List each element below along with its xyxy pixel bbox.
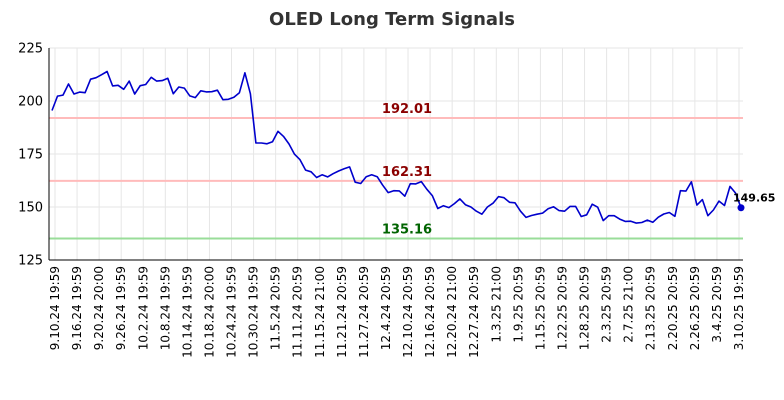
- x-tick-label: 2.26.25 20:59: [688, 266, 702, 350]
- x-tick-label: 12.27.24 20:59: [467, 266, 481, 358]
- chart-title: OLED Long Term Signals: [269, 9, 515, 30]
- x-tick-label: 9.16.24 19:59: [70, 266, 84, 350]
- y-tick-label: 150: [18, 201, 43, 216]
- x-tick-label: 11.27.24 20:59: [357, 266, 371, 358]
- x-tick-label: 1.3.25 21:00: [489, 266, 503, 343]
- x-tick-label: 3.4.25 20:59: [710, 266, 724, 343]
- y-tick-label: 225: [18, 42, 43, 57]
- x-tick-label: 10.30.24 19:59: [247, 266, 261, 358]
- x-tick-label: 9.20.24 20:00: [92, 266, 106, 350]
- y-tick-label: 175: [18, 148, 43, 163]
- x-tick-label: 12.4.24 20:59: [379, 266, 393, 350]
- signal-label: 162.31: [382, 165, 432, 180]
- x-tick-label: 11.21.24 20:59: [335, 266, 349, 358]
- x-tick-label: 10.14.24 19:59: [180, 266, 194, 358]
- x-tick-label: 2.3.25 20:59: [600, 266, 614, 343]
- x-tick-label: 9.10.24 19:59: [48, 266, 62, 350]
- x-tick-label: 9.26.24 19:59: [114, 266, 128, 350]
- last-price-marker: [737, 204, 745, 212]
- x-tick-label: 10.24.24 19:59: [225, 266, 239, 358]
- x-tick-label: 2.7.25 21:00: [622, 266, 636, 343]
- x-tick-label: 1.28.25 20:59: [578, 266, 592, 350]
- signal-label: 135.16: [382, 222, 432, 237]
- y-tick-label: 125: [18, 254, 43, 269]
- x-tick-label: 11.11.24 20:59: [291, 266, 305, 358]
- axis-layer: 9.10.24 19:59 9.16.24 19:59 9.20.24 20:00 9…: [18, 42, 746, 358]
- series-layer: [51, 70, 745, 224]
- x-tick-label: 1.15.25 20:59: [533, 266, 547, 350]
- x-tick-label: 11.5.24 20:59: [269, 266, 283, 350]
- y-tick-label: 200: [18, 95, 43, 110]
- x-tick-label: 2.20.25 20:59: [666, 266, 680, 350]
- x-tick-label: 3.10.25 19:59: [732, 266, 746, 350]
- price-line: [51, 70, 742, 224]
- x-tick-label: 2.13.25 20:59: [644, 266, 658, 350]
- hline-layer: [49, 116, 743, 240]
- last-price-label: 149.65: [733, 192, 775, 205]
- x-tick-label: 12.10.24 20:59: [401, 266, 415, 358]
- signal-label: 192.01: [382, 102, 432, 117]
- x-tick-label: 1.22.25 20:59: [555, 266, 569, 350]
- label-layer: 192.01 162.31 135.16 149.65: [382, 102, 776, 238]
- grid-layer: [49, 47, 743, 261]
- x-tick-label: 12.20.24 21:00: [445, 266, 459, 358]
- x-tick-label: 11.15.24 21:00: [313, 266, 327, 358]
- x-tick-label: 12.16.24 20:59: [423, 266, 437, 358]
- x-tick-label: 10.8.24 19:59: [158, 266, 172, 350]
- x-tick-label: 10.18.24 20:00: [202, 266, 216, 358]
- x-tick-label: 1.9.25 20:59: [511, 266, 525, 343]
- x-tick-label: 10.2.24 19:59: [136, 266, 150, 350]
